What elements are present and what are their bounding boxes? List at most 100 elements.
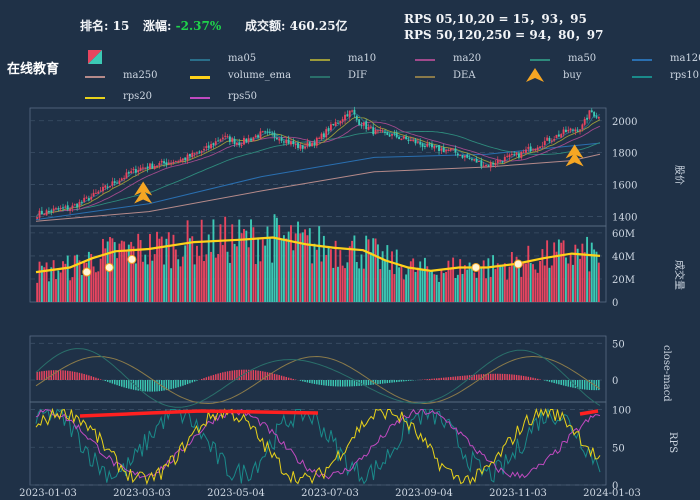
macd-histogram-bar [137, 380, 139, 391]
volume-bar [325, 254, 328, 302]
volume-bar [445, 272, 448, 302]
rank-info: 排名: 15 [80, 17, 129, 34]
candle-body [252, 137, 255, 142]
volume-bar [134, 263, 137, 302]
volume-bar [489, 276, 492, 302]
candle-body [572, 129, 574, 131]
macd-histogram-bar [381, 380, 384, 384]
candle-body [278, 138, 281, 141]
volume-bar [153, 254, 156, 302]
macd-histogram-bar [74, 371, 76, 380]
volume-bar [306, 235, 309, 302]
rps-axis-label: RPS [667, 432, 678, 453]
macd-histogram-bar [111, 380, 114, 384]
macd-histogram-bar [57, 370, 60, 380]
candle-body [569, 128, 572, 131]
macd-histogram-bar [567, 380, 569, 387]
macd-histogram-bar [163, 380, 165, 391]
candle-body [174, 161, 177, 163]
macd-histogram-bar [494, 373, 497, 380]
macd-histogram-bar [243, 369, 245, 380]
volume-bar [62, 261, 64, 302]
macd-histogram-bar [356, 380, 358, 387]
macd-histogram-bar [337, 380, 339, 387]
macd-histogram-bar [464, 375, 466, 380]
volume-bar [113, 242, 116, 302]
candle-body [214, 141, 217, 145]
candle-body [285, 139, 288, 144]
volume-bar [409, 261, 412, 302]
candle-body [555, 134, 558, 139]
macd-histogram-bar [109, 380, 111, 383]
volume-bar [374, 238, 377, 302]
volume-bar [447, 260, 450, 302]
volume-bar [560, 242, 563, 302]
stock-name: 在线教育 [7, 62, 60, 77]
volume-bar [123, 241, 126, 302]
candle-body [311, 142, 314, 147]
x-tick-label: 2023-03-03 [113, 488, 171, 499]
candle-body [43, 214, 46, 216]
macd-histogram-bar [349, 380, 351, 387]
macd-histogram-bar [43, 370, 45, 380]
volume-bar [567, 263, 570, 302]
macd-histogram-bar [504, 373, 506, 380]
macd-histogram-bar [459, 376, 461, 380]
candle-body [221, 137, 224, 140]
rank-value: 15 [112, 19, 130, 33]
volume-bar [395, 249, 398, 302]
macd-histogram-bar [595, 380, 598, 391]
panel-frame-macd [29, 335, 607, 403]
volume-ema-line [35, 236, 601, 274]
volume-bar [344, 268, 346, 302]
candle-body [235, 142, 238, 145]
candle-body [515, 152, 518, 155]
macd-histogram-bar [290, 378, 292, 380]
candle-body [482, 165, 485, 167]
volume-bar [212, 219, 215, 302]
volume-bar [287, 231, 290, 302]
volume-bar [372, 238, 375, 302]
volume-bar [320, 261, 323, 302]
volume-bar [94, 272, 97, 302]
volume-bar [245, 230, 248, 302]
macd-histogram-bar [175, 380, 177, 388]
macd-histogram-bar [341, 380, 344, 387]
volume-bar [548, 267, 551, 302]
candle-body [141, 167, 144, 169]
volume-bar [228, 262, 231, 302]
candle-body [144, 167, 147, 169]
macd-histogram-bar [428, 378, 431, 380]
macd-histogram-bar [457, 376, 459, 380]
volume-bar [233, 243, 236, 302]
volume-bar [346, 262, 349, 302]
macd-histogram-bar [69, 371, 71, 380]
macd-histogram-bar [598, 380, 600, 391]
candle-body [588, 110, 591, 119]
candle-body [391, 133, 393, 136]
macd-histogram-bar [511, 374, 513, 380]
candle-body [334, 122, 337, 126]
macd-histogram-bar [132, 380, 135, 390]
macd-histogram-bar [62, 370, 64, 380]
macd-histogram-bar [259, 370, 262, 380]
macd-histogram-bar [130, 380, 132, 390]
volume-bar [412, 258, 415, 302]
macd-histogram-bar [193, 380, 196, 382]
candle-body [158, 163, 161, 166]
macd-histogram-bar [67, 370, 69, 380]
candle-body [226, 136, 229, 138]
volume-bar [99, 258, 102, 302]
macd-histogram-bar [151, 380, 154, 392]
candle-body [402, 136, 405, 139]
volume-bar [132, 246, 135, 302]
candle-body [160, 160, 163, 163]
volume-bar [496, 263, 499, 302]
volume-bar [299, 233, 302, 302]
volume-bar [149, 234, 151, 302]
candle-body [228, 136, 231, 142]
macd-histogram-bar [292, 378, 295, 380]
macd-histogram-bar [396, 380, 398, 383]
macd-histogram-bar [309, 380, 311, 384]
macd-histogram-bar [269, 372, 271, 380]
